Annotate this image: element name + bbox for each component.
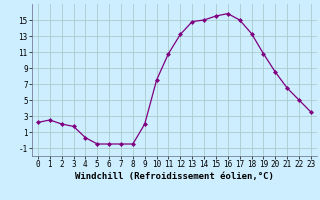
X-axis label: Windchill (Refroidissement éolien,°C): Windchill (Refroidissement éolien,°C) (75, 172, 274, 181)
